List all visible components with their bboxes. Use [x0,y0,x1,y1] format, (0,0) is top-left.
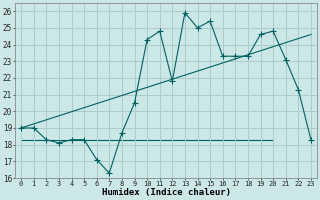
X-axis label: Humidex (Indice chaleur): Humidex (Indice chaleur) [101,188,230,197]
